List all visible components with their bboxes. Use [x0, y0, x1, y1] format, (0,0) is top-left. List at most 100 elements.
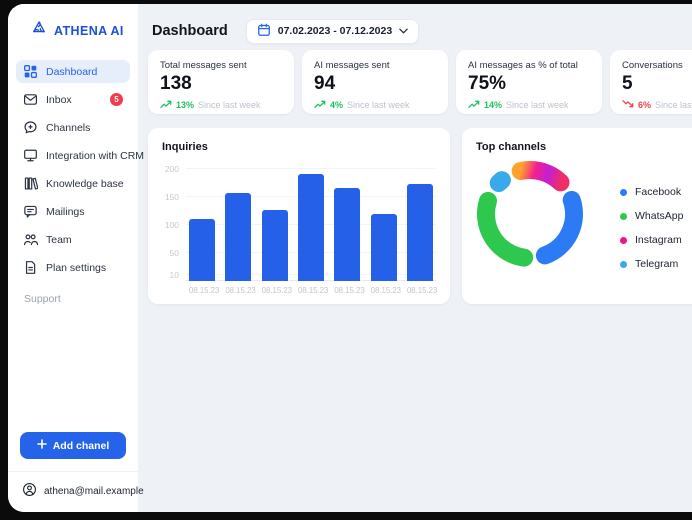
stat-label: Total messages sent	[160, 60, 282, 71]
stat-trend: 6% Since last week	[622, 99, 692, 111]
calendar-icon	[257, 23, 271, 40]
trend-up-icon	[160, 99, 172, 111]
stat-trend-percent: 6%	[638, 100, 651, 110]
bar	[334, 188, 360, 281]
stat-trend-caption: Since last week	[347, 100, 410, 110]
legend-dot	[620, 189, 627, 196]
stat-trend-percent: 14%	[484, 100, 502, 110]
app-window: ATHENA AI Dashboard Inbox 5 Channels Integra…	[8, 4, 692, 512]
mailings-icon	[23, 204, 38, 219]
user-icon	[22, 482, 37, 500]
sidebar-item-plan-settings[interactable]: Plan settings	[16, 256, 130, 279]
donut-segment-whatsapp	[486, 201, 524, 258]
bar	[407, 184, 433, 281]
donut-legend: Facebook WhatsApp Instagram Telegram	[620, 186, 683, 270]
sidebar-item-label: Channels	[46, 122, 90, 134]
legend-label: Facebook	[635, 186, 681, 198]
sidebar-item-mailings[interactable]: Mailings	[16, 200, 130, 223]
bar	[262, 210, 288, 281]
sidebar-item-label: Team	[46, 234, 72, 246]
legend-dot	[620, 261, 627, 268]
sidebar-item-dashboard[interactable]: Dashboard	[16, 60, 130, 83]
stat-trend-caption: Since last week	[655, 100, 692, 110]
donut-segment-instagram	[521, 170, 561, 182]
bar	[298, 174, 324, 281]
athena-logo-icon	[30, 19, 48, 42]
sidebar-nav: Dashboard Inbox 5 Channels Integration with …	[8, 56, 138, 279]
x-axis-label: 08.15.23	[298, 286, 324, 295]
page-title: Dashboard	[152, 23, 228, 39]
sidebar-item-inbox[interactable]: Inbox 5	[16, 88, 130, 111]
screen: ATHENA AI Dashboard Inbox 5 Channels Integra…	[0, 0, 692, 520]
account-row[interactable]: athena@mail.example	[8, 471, 138, 512]
legend-label: Telegram	[635, 258, 678, 270]
x-axis-label: 08.15.23	[334, 286, 360, 295]
trend-up-icon	[314, 99, 326, 111]
team-icon	[23, 232, 38, 247]
bar-chart-x-labels: 08.15.23 08.15.23 08.15.23 08.15.23 08.15.23…	[186, 286, 436, 295]
donut-svg	[474, 158, 586, 270]
donut-segment-telegram	[499, 180, 502, 183]
stats-row: Total messages sent13813%Since last week…	[138, 44, 692, 114]
add-channel-label: Add chanel	[53, 440, 110, 452]
logo-text: ATHENA AI	[54, 24, 124, 38]
legend-item-facebook: Facebook	[620, 186, 683, 198]
sidebar-item-integration-with-crm[interactable]: Integration with CRM	[16, 144, 130, 167]
plan-icon	[23, 260, 38, 275]
sidebar-item-knowledge-base[interactable]: Knowledge base	[16, 172, 130, 195]
logo: ATHENA AI	[8, 4, 138, 56]
sidebar-item-channels[interactable]: Channels	[16, 116, 130, 139]
main-content: Dashboard 07.02.2023 - 07.12.2023 Total …	[138, 4, 692, 512]
stat-trend-caption: Since last week	[198, 100, 261, 110]
stat-label: AI messages as % of total	[468, 60, 590, 71]
charts-row: Inquiries 2001501005010 08.15.2308.15.23…	[138, 114, 692, 304]
sidebar-item-label: Integration with CRM	[46, 150, 144, 162]
top-channels-title: Top channels	[462, 128, 692, 153]
main-header: Dashboard 07.02.2023 - 07.12.2023	[138, 4, 692, 44]
sidebar: ATHENA AI Dashboard Inbox 5 Channels Integra…	[8, 4, 138, 512]
sidebar-spacer	[8, 305, 138, 432]
chevron-down-icon	[399, 25, 408, 37]
trend-down-icon	[622, 99, 634, 111]
stat-value: 138	[160, 74, 282, 95]
stat-trend-percent: 4%	[330, 100, 343, 110]
stat-trend: 14% Since last week	[468, 99, 590, 111]
y-axis-tick: 150	[165, 192, 179, 202]
x-axis-label: 08.15.23	[225, 286, 251, 295]
inquiries-chart-title: Inquiries	[148, 128, 450, 153]
sidebar-item-label: Mailings	[46, 206, 85, 218]
knowledge-icon	[23, 176, 38, 191]
channels-icon	[23, 120, 38, 135]
plus-icon	[37, 439, 47, 452]
legend-dot	[620, 213, 627, 220]
crm-icon	[23, 148, 38, 163]
sidebar-item-label: Inbox	[46, 94, 72, 106]
x-axis-label: 08.15.23	[371, 286, 397, 295]
stat-trend: 4% Since last week	[314, 99, 436, 111]
inbox-icon	[23, 92, 38, 107]
add-channel-button[interactable]: Add chanel	[20, 432, 126, 459]
legend-label: WhatsApp	[635, 210, 683, 222]
legend-label: Instagram	[635, 234, 682, 246]
stat-value: 5	[622, 74, 692, 95]
inquiries-chart-card: Inquiries 2001501005010 08.15.2308.15.23…	[148, 128, 450, 304]
donut-segment-facebook	[545, 200, 574, 255]
inbox-badge: 5	[110, 93, 123, 106]
sidebar-item-label: Plan settings	[46, 262, 106, 274]
top-channels-card: Top channels Facebook WhatsApp Instagram Te…	[462, 128, 692, 304]
x-axis-label: 08.15.23	[407, 286, 433, 295]
legend-item-whatsapp: WhatsApp	[620, 210, 683, 222]
sidebar-item-support[interactable]: Support	[8, 279, 138, 305]
x-axis-label: 08.15.23	[262, 286, 288, 295]
stat-trend-caption: Since last week	[506, 100, 569, 110]
date-range-label: 07.02.2023 - 07.12.2023	[278, 25, 392, 37]
legend-dot	[620, 237, 627, 244]
stat-value: 75%	[468, 74, 590, 95]
date-range-picker[interactable]: 07.02.2023 - 07.12.2023	[246, 19, 419, 44]
stat-card-ai-messages-sent: AI messages sent944%Since last week	[302, 50, 448, 114]
trend-up-icon	[468, 99, 480, 111]
y-axis-tick: 10	[170, 270, 179, 280]
sidebar-item-label: Knowledge base	[46, 178, 124, 190]
sidebar-item-team[interactable]: Team	[16, 228, 130, 251]
legend-item-instagram: Instagram	[620, 234, 683, 246]
